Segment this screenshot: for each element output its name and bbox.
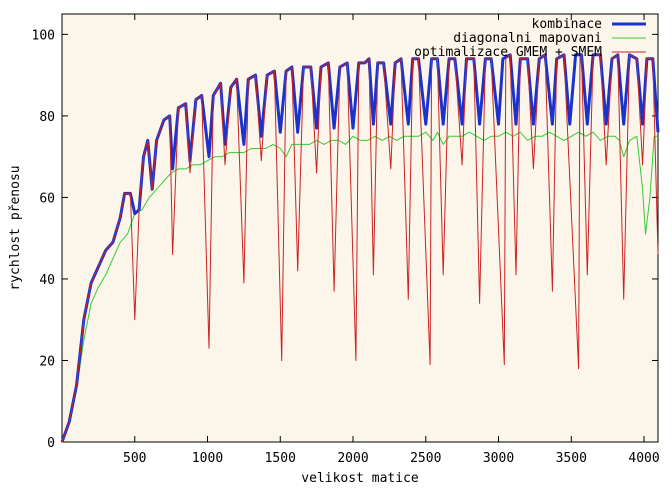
y-tick-label: 100 bbox=[32, 28, 55, 43]
y-axis-label: rychlost přenosu bbox=[8, 165, 23, 290]
x-tick-label: 3500 bbox=[556, 451, 587, 466]
x-tick-label: 500 bbox=[123, 451, 146, 466]
y-axis: 0 20 40 60 80 100 bbox=[32, 28, 658, 451]
legend-label: optimalizace GMEM + SMEM bbox=[414, 45, 602, 60]
x-tick-label: 1000 bbox=[192, 451, 223, 466]
x-tick-label: 2000 bbox=[337, 451, 368, 466]
legend-label: diagonalni mapovani bbox=[453, 31, 602, 46]
series-line-2 bbox=[61, 54, 659, 443]
series-layer bbox=[60, 53, 660, 443]
x-axis: 500 1000 1500 2000 2500 3000 3500 4000 bbox=[123, 14, 660, 466]
y-tick-label: 60 bbox=[39, 191, 55, 206]
x-tick-label: 2500 bbox=[410, 451, 441, 466]
x-axis-label: velikost matice bbox=[301, 471, 419, 486]
y-tick-label: 80 bbox=[39, 110, 55, 125]
y-tick-label: 20 bbox=[39, 354, 55, 369]
plot-area bbox=[61, 13, 659, 443]
y-tick-label: 0 bbox=[47, 436, 55, 451]
legend-label: kombinace bbox=[532, 17, 603, 32]
y-tick-label: 40 bbox=[39, 273, 55, 288]
x-tick-label: 3000 bbox=[483, 451, 514, 466]
x-tick-label: 4000 bbox=[628, 451, 659, 466]
x-tick-label: 1500 bbox=[265, 451, 296, 466]
series-line-1 bbox=[61, 131, 658, 443]
